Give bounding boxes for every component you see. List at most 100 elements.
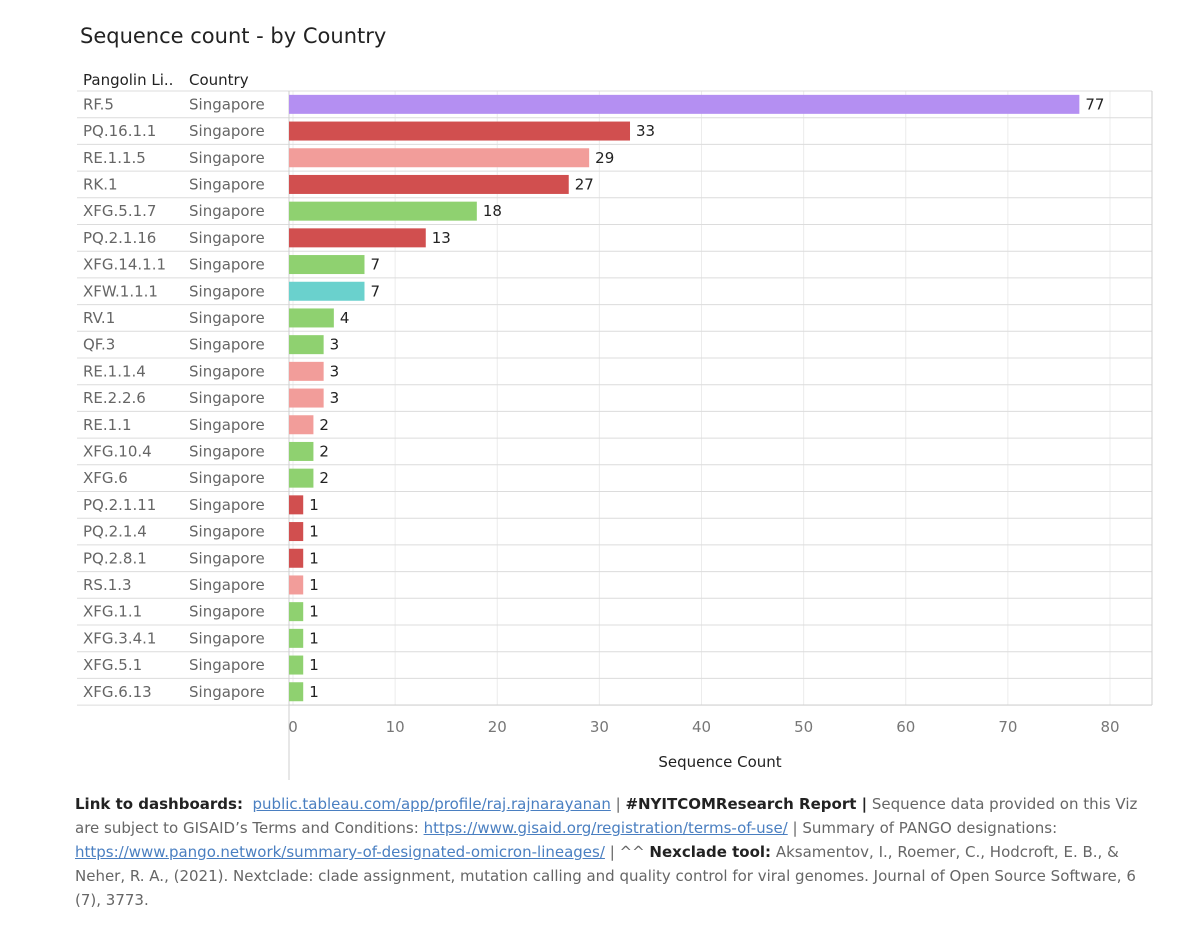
lineage-label[interactable]: XFG.1.1 xyxy=(83,603,142,621)
lineage-label[interactable]: PQ.2.8.1 xyxy=(83,549,147,567)
bar[interactable] xyxy=(289,388,324,408)
pango-summary-link[interactable]: https://www.pango.network/summary-of-des… xyxy=(75,843,605,861)
x-tick-label: 20 xyxy=(488,718,507,736)
lineage-label[interactable]: XFG.3.4.1 xyxy=(83,629,156,647)
x-tick-label: 50 xyxy=(794,718,813,736)
bar[interactable] xyxy=(289,174,569,194)
lineage-label[interactable]: RE.1.1 xyxy=(83,416,132,434)
value-label: 1 xyxy=(309,496,319,514)
bar[interactable] xyxy=(289,148,590,168)
bar[interactable] xyxy=(289,495,304,515)
gisaid-terms-link[interactable]: https://www.gisaid.org/registration/term… xyxy=(423,819,788,837)
value-label: 3 xyxy=(330,389,340,407)
lineage-label[interactable]: QF.3 xyxy=(83,336,115,354)
x-tick-label: 60 xyxy=(896,718,915,736)
value-label: 1 xyxy=(309,629,319,647)
bar[interactable] xyxy=(289,602,304,622)
lineage-label[interactable]: XFG.6.13 xyxy=(83,683,152,701)
bar[interactable] xyxy=(289,281,365,301)
tableau-profile-link[interactable]: public.tableau.com/app/profile/raj.rajna… xyxy=(252,795,611,813)
value-label: 1 xyxy=(309,603,319,621)
country-label: Singapore xyxy=(189,256,265,274)
lineage-label[interactable]: XFG.14.1.1 xyxy=(83,256,166,274)
footer-gisaid-text: Sequence data provided on this Viz are s… xyxy=(75,795,1138,837)
value-label: 7 xyxy=(370,282,380,300)
value-label: 13 xyxy=(432,229,451,247)
country-label: Singapore xyxy=(189,229,265,247)
lineage-label[interactable]: RV.1 xyxy=(83,309,115,327)
x-tick-label: 30 xyxy=(590,718,609,736)
bar[interactable] xyxy=(289,415,314,435)
value-label: 27 xyxy=(575,175,594,193)
lineage-label[interactable]: PQ.2.1.16 xyxy=(83,229,156,247)
country-label: Singapore xyxy=(189,469,265,487)
lineage-label[interactable]: PQ.2.1.11 xyxy=(83,496,156,514)
country-label: Singapore xyxy=(189,523,265,541)
bar[interactable] xyxy=(289,548,304,568)
bar[interactable] xyxy=(289,441,314,461)
country-label: Singapore xyxy=(189,122,265,140)
footer-separator: | xyxy=(610,795,626,813)
bar-chart: RF.5 Singapore 77 PQ.16.1.1 Singapore 3 3 RE.1.… xyxy=(77,90,1153,780)
value-label: 1 xyxy=(309,523,319,541)
bar[interactable] xyxy=(289,335,324,355)
value-label: 77 xyxy=(1085,95,1104,113)
bar[interactable] xyxy=(289,228,426,248)
footer-pango-text: | Summary of PANGO designations: xyxy=(787,819,1058,837)
bar[interactable] xyxy=(289,255,365,275)
bar[interactable] xyxy=(289,308,334,328)
lineage-label[interactable]: RS.1.3 xyxy=(83,576,132,594)
country-label: Singapore xyxy=(189,175,265,193)
footer-citation: Aksamentov, I., Roemer, C., Hodcroft, E.… xyxy=(75,843,1136,909)
bar[interactable] xyxy=(289,522,304,542)
lineage-label[interactable]: RE.1.1.5 xyxy=(83,149,146,167)
bar[interactable] xyxy=(289,575,304,595)
x-axis-title: Sequence Count xyxy=(658,753,781,771)
bar[interactable] xyxy=(289,468,314,488)
value-label: 2 xyxy=(319,442,329,460)
value-label: 1 xyxy=(309,683,319,701)
country-label: Singapore xyxy=(189,603,265,621)
lineage-label[interactable]: XFG.6 xyxy=(83,469,128,487)
x-tick-label: 80 xyxy=(1100,718,1119,736)
x-tick-label: 70 xyxy=(998,718,1017,736)
value-label: 1 xyxy=(309,549,319,567)
country-label: Singapore xyxy=(189,202,265,220)
lineage-column-header[interactable]: Pangolin Li.. xyxy=(83,71,174,89)
value-label: 18 xyxy=(483,202,502,220)
country-label: Singapore xyxy=(189,416,265,434)
lineage-label[interactable]: PQ.16.1.1 xyxy=(83,122,156,140)
footer-notes: Link to dashboards: public.tableau.com/a… xyxy=(75,792,1155,912)
bar[interactable] xyxy=(289,94,1080,114)
x-tick-label: 10 xyxy=(386,718,405,736)
lineage-label[interactable]: XFG.5.1 xyxy=(83,656,142,674)
country-label: Singapore xyxy=(189,309,265,327)
lineage-label[interactable]: RE.1.1.4 xyxy=(83,362,146,380)
bar[interactable] xyxy=(289,201,477,221)
footer-caret-text: | ^^ xyxy=(604,843,650,861)
lineage-label[interactable]: RE.2.2.6 xyxy=(83,389,146,407)
value-label: 1 xyxy=(309,656,319,674)
bar[interactable] xyxy=(289,655,304,675)
bar[interactable] xyxy=(289,628,304,648)
lineage-label[interactable]: XFG.5.1.7 xyxy=(83,202,156,220)
chart-title: Sequence count - by Country xyxy=(80,24,387,48)
value-label: 29 xyxy=(595,149,614,167)
lineage-label[interactable]: XFW.1.1.1 xyxy=(83,282,158,300)
country-label: Singapore xyxy=(189,549,265,567)
lineage-label[interactable]: PQ.2.1.4 xyxy=(83,523,147,541)
lineage-label[interactable]: RK.1 xyxy=(83,175,118,193)
value-label: 3 xyxy=(330,336,340,354)
x-tick-label: 40 xyxy=(692,718,711,736)
country-column-header[interactable]: Country xyxy=(189,71,249,89)
lineage-label[interactable]: XFG.10.4 xyxy=(83,442,152,460)
bar[interactable] xyxy=(289,682,304,702)
country-label: Singapore xyxy=(189,149,265,167)
bar[interactable] xyxy=(289,361,324,381)
country-label: Singapore xyxy=(189,336,265,354)
value-label: 1 xyxy=(309,576,319,594)
footer-link-label: Link to dashboards: xyxy=(75,795,243,813)
country-label: Singapore xyxy=(189,442,265,460)
lineage-label[interactable]: RF.5 xyxy=(83,95,114,113)
bar[interactable] xyxy=(289,121,631,141)
